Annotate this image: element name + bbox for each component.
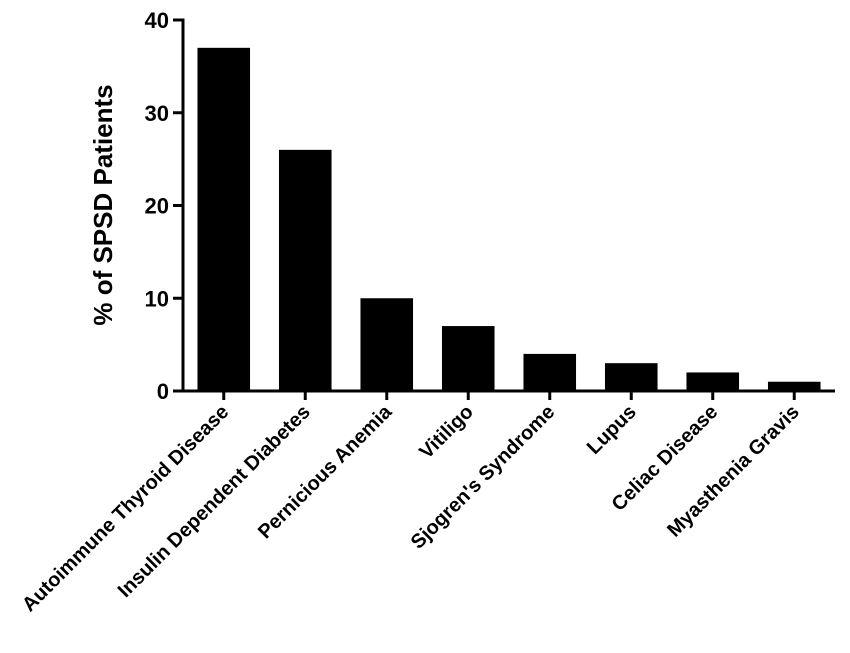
x-tick-label: Pernicious Anemia bbox=[254, 400, 397, 543]
x-tick-label: Lupus bbox=[583, 401, 641, 459]
y-tick-label: 20 bbox=[145, 194, 169, 219]
y-tick-label: 10 bbox=[145, 286, 169, 311]
bar bbox=[360, 298, 414, 391]
bar bbox=[604, 363, 658, 391]
bar bbox=[278, 149, 332, 391]
y-tick-label: 0 bbox=[157, 379, 169, 404]
bars-group bbox=[197, 47, 821, 391]
x-tick-label: Sjogren's Syndrome bbox=[407, 401, 560, 554]
y-axis: 0 10 20 30 40 bbox=[145, 8, 185, 404]
bar bbox=[441, 326, 495, 391]
bar bbox=[197, 47, 251, 391]
x-tick-label: Vitiligo bbox=[415, 401, 477, 463]
y-axis-title: % of SPSD Patients bbox=[88, 84, 118, 325]
y-tick-label: 30 bbox=[145, 101, 169, 126]
bar bbox=[523, 353, 577, 391]
y-tick-label: 40 bbox=[145, 8, 169, 33]
bar bbox=[686, 372, 740, 391]
bar bbox=[767, 381, 821, 391]
